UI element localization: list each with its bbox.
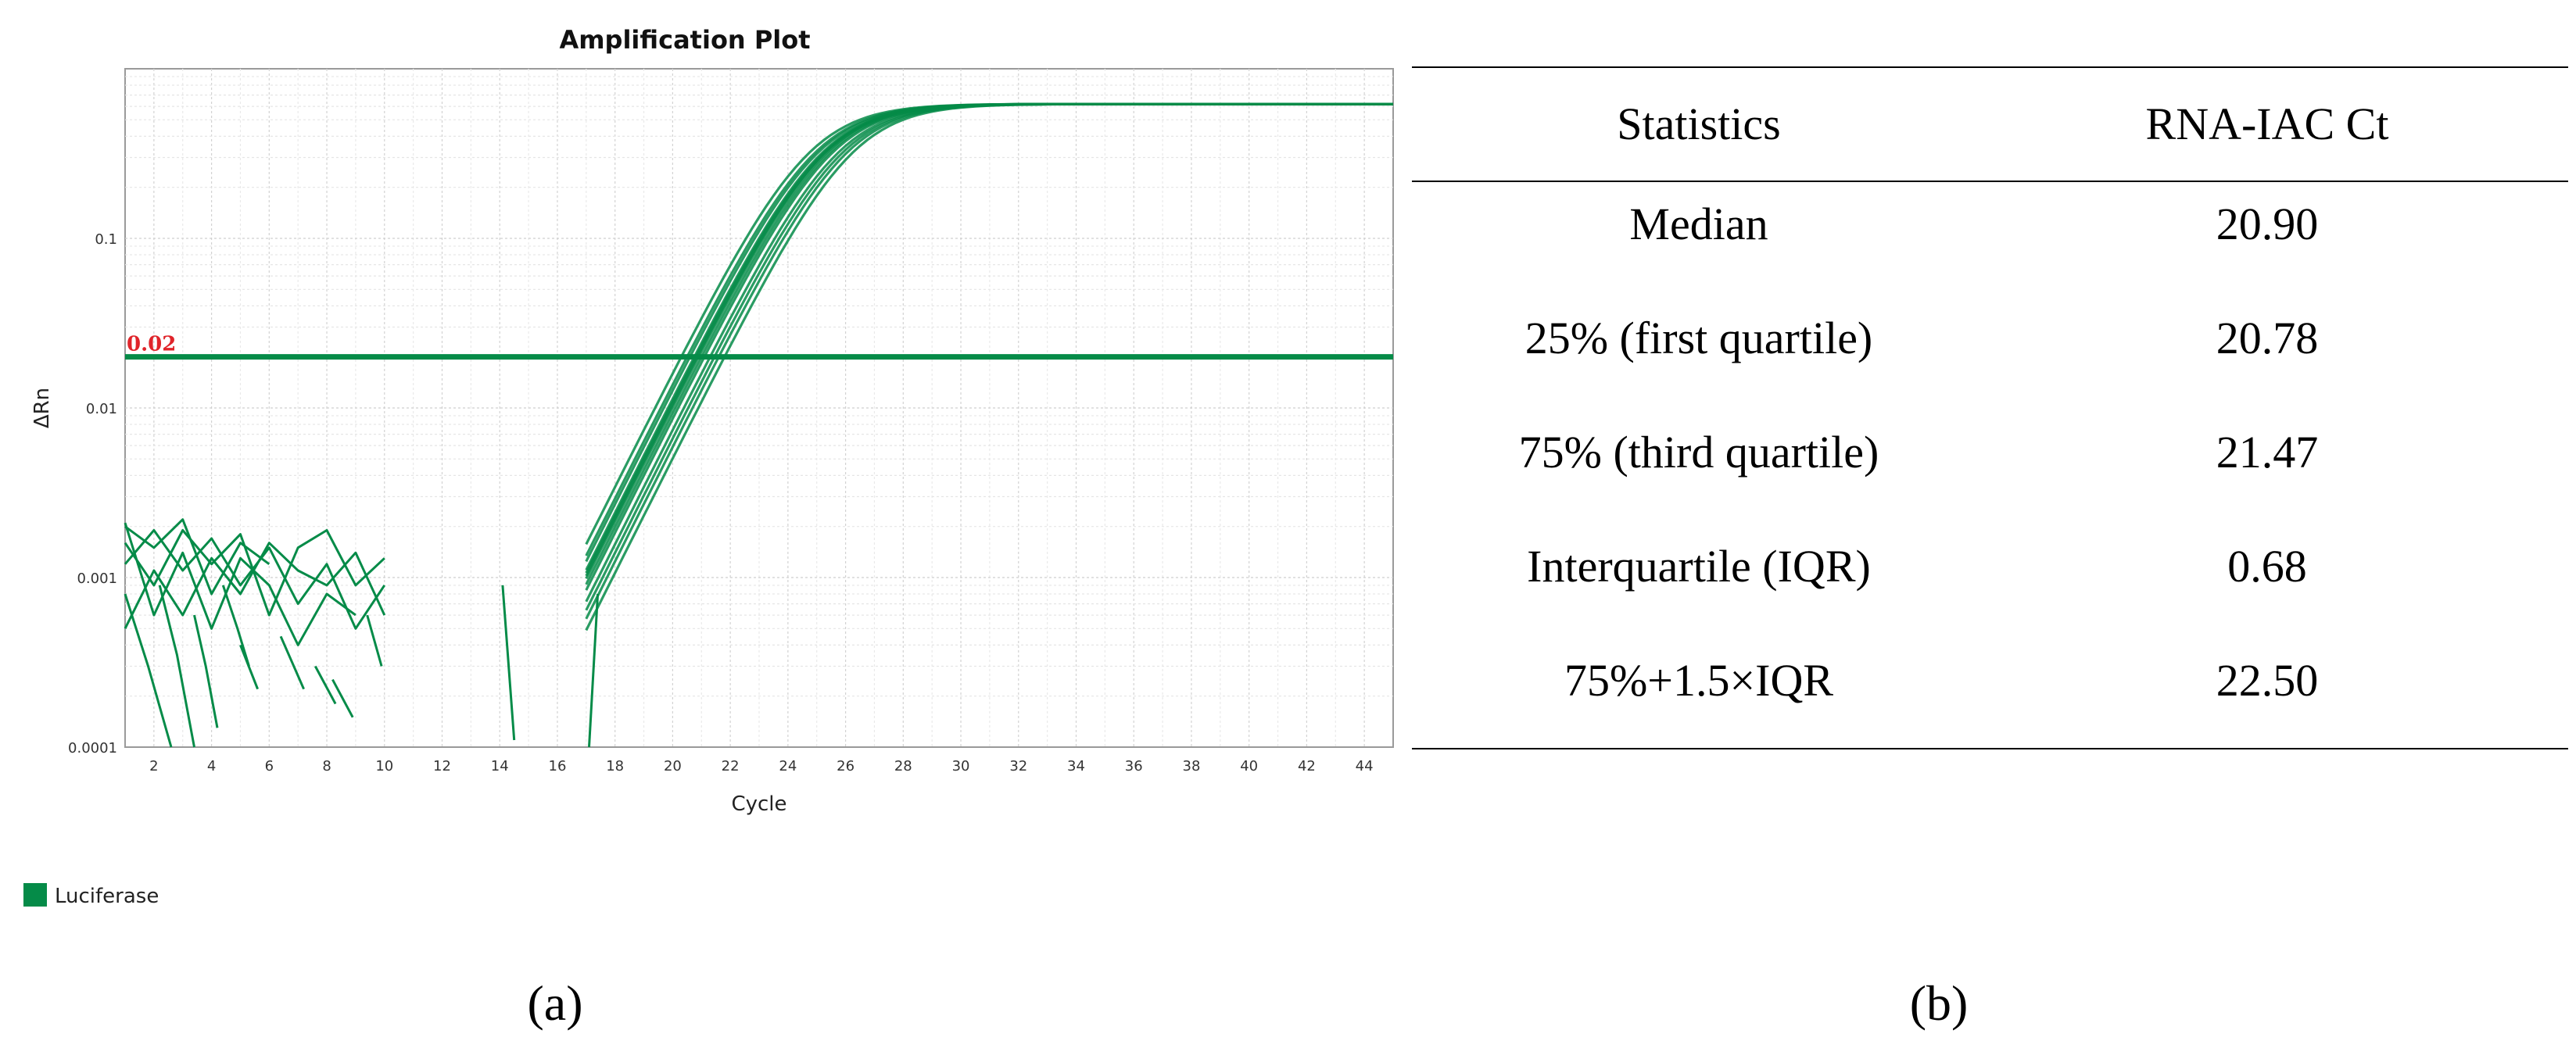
x-tick-label: 4 (207, 758, 216, 774)
y-tick-label: 0.1 (95, 231, 117, 248)
amplification-curve (585, 102, 1393, 631)
table-cell: 0.68 (2227, 541, 2307, 592)
y-axis-label: ΔRn (30, 388, 54, 428)
table-cell: 20.90 (2216, 199, 2319, 249)
x-tick-label: 6 (265, 758, 274, 774)
legend: Luciferase (23, 883, 159, 908)
baseline-trace (279, 635, 305, 690)
x-tick-label: 40 (1240, 758, 1258, 774)
table-header-cell: RNA-IAC Ct (2146, 98, 2389, 149)
baseline-trace (158, 585, 195, 748)
noise-lines (124, 518, 600, 748)
table-cell: 20.78 (2216, 313, 2319, 363)
x-axis-ticks: 2 4 6 8 10 12 14 16 18 20 22 24 26 28 30 32 34 36 38 40 42 44 (149, 758, 1373, 774)
x-tick-label: 42 (1298, 758, 1316, 774)
x-tick-label: 26 (837, 758, 854, 774)
baseline-trace (193, 614, 219, 728)
x-tick-label: 30 (952, 758, 970, 774)
x-tick-label: 14 (491, 758, 509, 774)
x-tick-label: 22 (722, 758, 740, 774)
x-tick-label: 28 (894, 758, 912, 774)
panel-label-a: (a) (527, 975, 582, 1031)
legend-swatch (23, 883, 47, 907)
chart-title: Amplification Plot (559, 25, 810, 55)
table-cell: 22.50 (2216, 655, 2319, 706)
baseline-trace (313, 665, 337, 705)
table-row: 75%+1.5×IQR 22.50 (1564, 655, 2318, 706)
baseline-trace (588, 593, 600, 748)
table-row: Interquartile (IQR) 0.68 (1527, 541, 2307, 592)
x-tick-label: 44 (1356, 758, 1374, 774)
table-header-cell: Statistics (1617, 98, 1780, 149)
x-tick-label: 16 (549, 758, 567, 774)
x-tick-label: 18 (606, 758, 624, 774)
table-row: 75% (third quartile) 21.47 (1519, 427, 2319, 478)
baseline-trace (221, 585, 250, 667)
grid (125, 69, 1393, 747)
baseline-trace (124, 593, 173, 748)
table-row: Median 20.90 (1629, 199, 2318, 249)
baseline-trace (239, 644, 259, 690)
x-tick-label: 24 (779, 758, 797, 774)
baseline-trace (366, 614, 383, 667)
statistics-table: Statistics RNA-IAC Ct Median 20.90 25% (fir… (1412, 66, 2568, 1031)
baseline-trace (124, 522, 356, 646)
baseline-trace (501, 585, 516, 741)
table-cell: 21.47 (2216, 427, 2319, 478)
amplification-curves (585, 102, 1393, 631)
panel-label-b: (b) (1910, 975, 1969, 1031)
table-cell: 25% (first quartile) (1525, 313, 1873, 363)
x-tick-label: 32 (1009, 758, 1027, 774)
baseline-trace (124, 529, 385, 617)
x-tick-label: 36 (1125, 758, 1143, 774)
x-tick-label: 2 (149, 758, 158, 774)
table-cell: 75%+1.5×IQR (1564, 655, 1833, 706)
y-tick-label: 0.001 (77, 570, 117, 587)
y-tick-label: 0.01 (86, 401, 117, 417)
table-header: Statistics RNA-IAC Ct (1617, 98, 2388, 149)
x-tick-label: 34 (1067, 758, 1085, 774)
threshold: 0.02 (125, 333, 1393, 360)
y-axis-ticks: 0.0001 0.001 0.01 0.1 (68, 231, 117, 756)
x-tick-label: 10 (375, 758, 393, 774)
baseline-trace (124, 542, 386, 629)
table-body: Median 20.90 25% (first quartile) 20.78 75% … (1519, 199, 2319, 706)
y-tick-label: 0.0001 (68, 740, 117, 756)
x-axis-label: Cycle (731, 792, 786, 816)
x-tick-label: 8 (322, 758, 331, 774)
table-cell: 75% (third quartile) (1519, 427, 1879, 478)
x-tick-label: 38 (1183, 758, 1201, 774)
x-tick-label: 20 (664, 758, 682, 774)
baseline-trace (331, 678, 354, 718)
table-row: 25% (first quartile) 20.78 (1525, 313, 2319, 363)
threshold-label: 0.02 (127, 333, 176, 356)
table-cell: Interquartile (IQR) (1527, 541, 1871, 592)
x-tick-label: 12 (433, 758, 451, 774)
table-cell: Median (1629, 199, 1768, 249)
amplification-plot: Amplification Plot 0.02 2 4 6 8 10 12 14 16 18 20… (23, 25, 1394, 1031)
legend-label: Luciferase (55, 885, 159, 908)
